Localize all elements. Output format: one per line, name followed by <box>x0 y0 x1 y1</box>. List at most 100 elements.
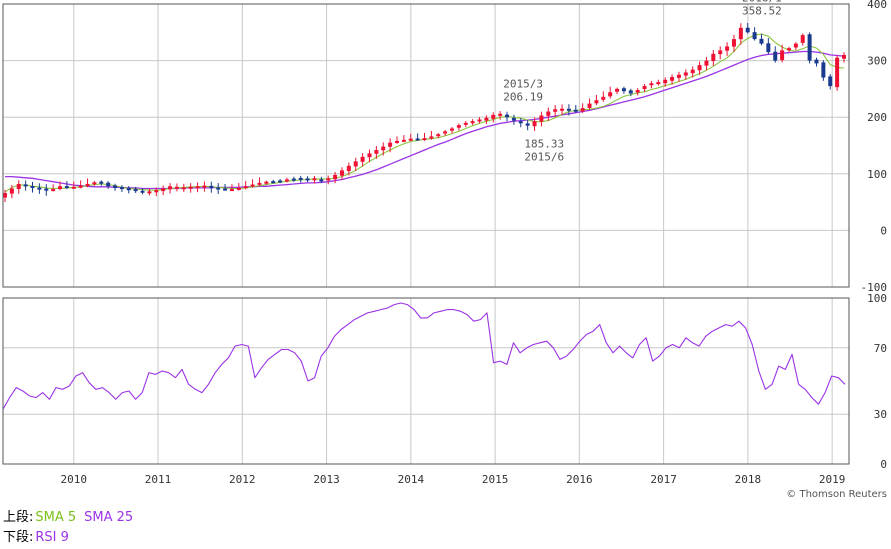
x-tick-label: 2012 <box>229 473 256 486</box>
upper-y-tick-label: 0 <box>880 224 887 237</box>
candle-body <box>353 161 358 167</box>
candle-body <box>683 72 688 76</box>
candle-body <box>463 122 468 125</box>
candle-body <box>484 117 489 121</box>
candle-body <box>518 121 523 124</box>
candle-body <box>649 83 654 86</box>
rsi-path <box>2 302 846 410</box>
candle-body <box>106 182 111 187</box>
candle-body <box>436 134 441 137</box>
candlestick-series <box>3 22 846 203</box>
candle-body <box>16 183 21 189</box>
candle-body <box>704 60 709 66</box>
candle-body <box>429 136 434 139</box>
candle-body <box>800 35 805 43</box>
lower-y-axis: 100 70 30 0 <box>867 292 887 471</box>
candle-body <box>587 103 592 108</box>
candle-body <box>229 189 234 192</box>
candle-body <box>553 109 558 112</box>
candle-body <box>786 48 791 51</box>
candle-body <box>690 69 695 74</box>
candle-body <box>422 138 427 141</box>
x-tick-label: 2011 <box>145 473 172 486</box>
legend-lower: 下段: RSI 9 <box>3 530 71 546</box>
candle-body <box>298 177 303 180</box>
candle-body <box>731 39 736 47</box>
credit-text: © Thomson Reuters <box>786 489 887 500</box>
panel-frames <box>2 3 850 465</box>
candle-body <box>663 79 668 84</box>
sma5-path <box>4 33 845 193</box>
candle-body <box>491 114 496 119</box>
candle-body <box>656 82 661 85</box>
annotation-period: 2015/6 <box>524 151 564 164</box>
upper-panel-frame <box>2 3 850 288</box>
candle-body <box>835 57 840 88</box>
candle-body <box>312 178 317 181</box>
candle-body <box>628 90 633 94</box>
candle-body <box>594 100 599 104</box>
candle-body <box>30 185 35 188</box>
upper-y-tick-label: 200 <box>867 111 887 124</box>
annotation-value: 358.52 <box>742 4 782 17</box>
legend-lower-prefix: 下段: <box>3 530 34 545</box>
annotation-period: 2015/3 <box>503 78 543 91</box>
candle-body <box>773 51 778 61</box>
x-tick-label: 2017 <box>650 473 677 486</box>
candle-body <box>216 187 221 190</box>
candle-body <box>697 65 702 71</box>
candle-body <box>161 188 166 192</box>
candle-body <box>236 187 241 190</box>
candle-body <box>113 185 118 188</box>
candle-body <box>278 180 283 183</box>
candle-body <box>635 90 640 93</box>
candle-body <box>470 121 475 124</box>
candle-body <box>202 185 207 188</box>
upper-y-tick-label: 300 <box>867 55 887 68</box>
candle-body <box>566 108 571 111</box>
lower-y-tick-label: 0 <box>880 458 887 471</box>
candle-body <box>642 86 647 90</box>
sma5-line <box>4 33 845 193</box>
legend-sma5: SMA 5 <box>35 510 77 525</box>
candle-body <box>615 88 620 92</box>
candle-body <box>339 170 344 176</box>
sma25-line <box>5 50 845 190</box>
x-tick-label: 2019 <box>819 473 846 486</box>
candle-body <box>394 140 399 143</box>
candle-body <box>133 189 138 192</box>
candle-body <box>766 43 771 53</box>
upper-y-tick-label: -100 <box>861 281 888 294</box>
candle-body <box>305 178 310 181</box>
candle-body <box>37 187 42 190</box>
candle-body <box>759 38 764 44</box>
candle-body <box>51 189 56 192</box>
candle-body <box>401 139 406 142</box>
candle-body <box>601 96 606 100</box>
candle-body <box>532 121 537 127</box>
candle-body <box>223 188 228 191</box>
candle-body <box>498 113 503 116</box>
lower-y-tick-label: 100 <box>867 292 887 305</box>
candle-body <box>360 156 365 162</box>
candle-body <box>388 142 393 147</box>
candle-body <box>78 185 83 188</box>
candle-body <box>168 186 173 190</box>
candle-body <box>291 178 296 181</box>
candle-body <box>71 186 76 189</box>
candle-body <box>188 186 193 189</box>
candle-body <box>381 146 386 151</box>
candle-body <box>147 191 152 194</box>
candle-body <box>174 186 179 189</box>
sma25-path <box>5 50 845 190</box>
x-axis: 2010 2011 2012 2013 2014 2015 2016 2017 2018 2019 <box>61 473 846 486</box>
candle-body <box>64 186 69 189</box>
candle-body <box>511 117 516 121</box>
candle-body <box>738 27 743 40</box>
candle-body <box>374 150 379 154</box>
legend-upper: 上段: SMA 5 SMA 25 <box>3 510 135 526</box>
annotation-value: 185.33 <box>524 138 564 151</box>
candle-body <box>243 186 248 189</box>
